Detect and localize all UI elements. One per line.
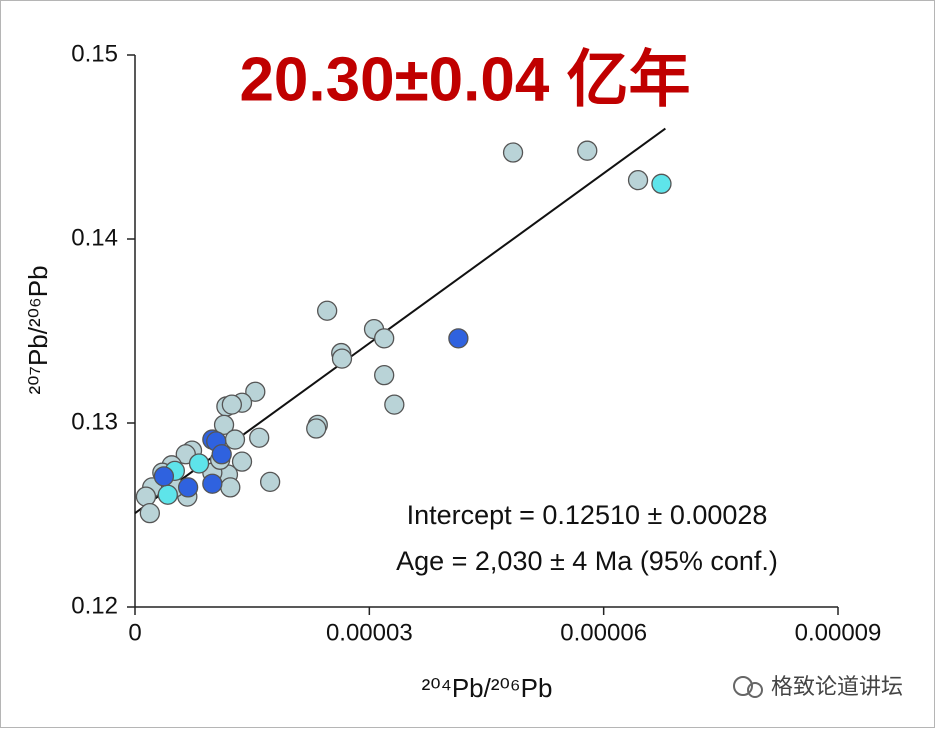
- point: [211, 444, 232, 465]
- y-axis-label: ²⁰⁷Pb/²⁰⁶Pb: [23, 265, 53, 394]
- point: [306, 418, 327, 439]
- point: [221, 394, 243, 415]
- point: [577, 140, 598, 161]
- point: [213, 414, 235, 435]
- y-tick-label: 0.13: [71, 408, 118, 435]
- y-tick-label: 0.14: [71, 224, 118, 251]
- point: [157, 484, 178, 505]
- watermark-icon: [733, 676, 763, 698]
- watermark: 格致论道讲坛: [771, 674, 903, 699]
- point: [249, 427, 270, 448]
- point: [448, 328, 469, 349]
- point: [245, 381, 266, 402]
- x-tick-label: 0.00009: [795, 619, 882, 646]
- point: [153, 466, 175, 487]
- point: [374, 328, 395, 349]
- point: [202, 473, 223, 494]
- point: [384, 394, 405, 415]
- point: [651, 173, 672, 194]
- point: [139, 503, 160, 524]
- chart-title: 20.30±0.04 亿年: [239, 45, 690, 114]
- annotation: Age = 2,030 ± 4 Ma (95% conf.): [396, 546, 778, 576]
- point: [502, 142, 524, 163]
- y-tick-label: 0.12: [71, 592, 118, 619]
- point: [331, 348, 353, 369]
- x-tick-label: 0: [128, 619, 141, 646]
- point: [224, 429, 246, 450]
- annotation: Intercept = 0.12510 ± 0.00028: [407, 500, 768, 530]
- x-tick-label: 0.00006: [560, 619, 647, 646]
- point: [259, 471, 281, 493]
- y-tick-label: 0.15: [71, 40, 118, 67]
- point: [374, 365, 395, 386]
- point: [135, 486, 157, 507]
- point: [177, 477, 199, 498]
- point: [627, 169, 649, 191]
- point: [188, 453, 210, 474]
- x-axis-label: ²⁰⁴Pb/²⁰⁶Pb: [422, 673, 553, 703]
- x-tick-label: 0.00003: [326, 619, 413, 646]
- point: [220, 477, 241, 498]
- point: [317, 300, 338, 321]
- point: [231, 451, 253, 472]
